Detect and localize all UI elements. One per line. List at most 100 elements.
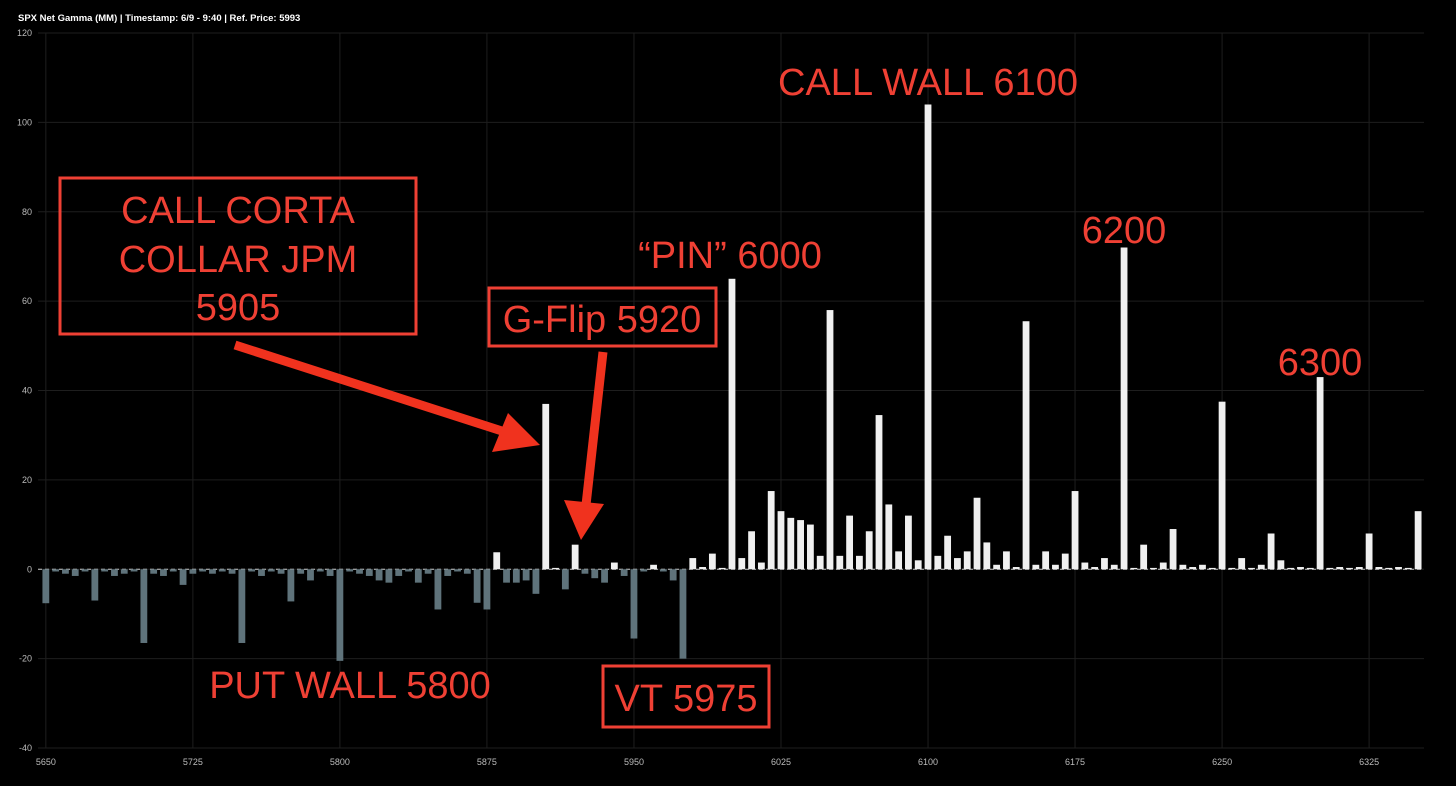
bar [993, 564, 1001, 570]
bar [542, 403, 550, 570]
bars [42, 104, 1422, 661]
x-tick-label: 6025 [771, 757, 791, 767]
bar [1159, 562, 1167, 570]
bar [728, 278, 736, 570]
bar [797, 520, 804, 570]
bar [503, 569, 510, 583]
bar [1179, 564, 1187, 570]
bar [659, 569, 667, 572]
bar [1120, 247, 1128, 570]
y-tick-label: 0 [27, 564, 32, 574]
bar [130, 569, 138, 572]
bar [81, 569, 89, 572]
bar [826, 310, 834, 570]
y-tick-label: -20 [19, 654, 32, 664]
annotation-box [487, 286, 718, 348]
annotation: 6200 [1082, 210, 1167, 252]
bar [307, 569, 314, 581]
bar [473, 569, 481, 603]
bar [787, 517, 795, 570]
bar [316, 569, 324, 572]
bar [708, 553, 716, 570]
bar [277, 569, 285, 574]
annotation: VT 5975 [615, 678, 758, 720]
bar [267, 569, 275, 572]
x-tick-label: 6175 [1065, 757, 1085, 767]
bar [1316, 377, 1324, 570]
x-tick-label: 5725 [183, 757, 203, 767]
bar [924, 104, 932, 570]
y-tick-label: 40 [22, 386, 32, 396]
bar [610, 562, 618, 570]
x-tick-label: 5875 [477, 757, 497, 767]
bar [179, 569, 187, 585]
bar [1336, 567, 1344, 570]
bar [414, 569, 422, 583]
bar [963, 551, 971, 570]
annotation: CALL WALL 6100 [778, 62, 1078, 104]
bar [1395, 567, 1402, 570]
bar [591, 569, 599, 579]
chart-title: SPX Net Gamma (MM) | Timestamp: 6/9 - 9:… [18, 13, 300, 24]
bar [816, 555, 824, 570]
bar [944, 535, 952, 570]
bar [454, 569, 461, 572]
bar [287, 569, 295, 602]
bar [777, 511, 785, 570]
bar [620, 569, 628, 576]
bar [601, 569, 608, 583]
bar [189, 569, 197, 574]
bar [160, 569, 167, 576]
x-tick-label: 6100 [918, 757, 938, 767]
x-tick-label: 6250 [1212, 757, 1232, 767]
bar [1306, 567, 1314, 570]
bar [1110, 564, 1118, 570]
bar [1375, 567, 1383, 570]
bar [1297, 567, 1304, 570]
bar [1081, 562, 1089, 570]
bar [846, 515, 854, 570]
bar [336, 569, 344, 661]
bar [689, 558, 697, 570]
bar [532, 569, 540, 594]
bar [209, 569, 216, 574]
arrow [233, 340, 507, 437]
bar [1326, 567, 1334, 570]
bar [738, 558, 746, 570]
bar [934, 555, 942, 570]
bar [905, 515, 912, 570]
annotation: CALL CORTA [121, 190, 355, 232]
bar [767, 491, 775, 570]
bar [1228, 567, 1236, 570]
bar [140, 569, 148, 643]
bar [218, 569, 226, 572]
bar [346, 569, 354, 572]
y-tick-label: 120 [17, 28, 32, 38]
bar [395, 569, 403, 576]
bar [1042, 551, 1050, 570]
bar [1267, 533, 1275, 570]
bar [169, 569, 177, 572]
bar [1022, 321, 1030, 570]
bar [561, 569, 569, 590]
bar [1091, 567, 1099, 570]
bar [91, 569, 99, 601]
annotation: PUT WALL 5800 [209, 665, 491, 707]
y-tick-label: 20 [22, 475, 32, 485]
bar [856, 555, 863, 570]
bar [405, 569, 412, 572]
x-tick-label: 5950 [624, 757, 644, 767]
bar [757, 562, 765, 570]
bar [973, 497, 981, 570]
bar [228, 569, 236, 574]
y-tick-label: 80 [22, 207, 32, 217]
bar [238, 569, 246, 643]
annotation: “PIN” 6000 [638, 235, 822, 277]
annotations: CALL WALL 6100 6200 “PIN” 6000 6300 G-Flip 5… [58, 62, 1362, 729]
bar [1130, 567, 1138, 570]
bar [718, 567, 726, 570]
y-tick-label: 60 [22, 296, 32, 306]
